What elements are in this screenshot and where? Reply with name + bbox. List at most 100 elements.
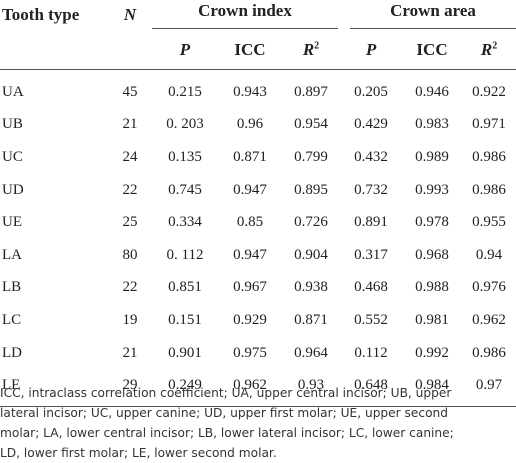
header-spacer: [108, 30, 152, 70]
tooth-type-cell: LA: [2, 246, 22, 263]
crown-area-icc-cell: 0.978: [415, 214, 449, 231]
crown-index-icc-cell: 0.871: [233, 148, 267, 165]
crown-area-p-cell: 0.648: [340, 369, 403, 407]
crown-area-icc-cell: 0.946: [415, 83, 449, 100]
crown-area-icc-cell: 0.992: [415, 344, 449, 361]
n-cell: 24: [122, 148, 138, 165]
table-row: UD 22 0.745 0.947 0.895 0.732 0.993 0.986: [0, 174, 516, 207]
tooth-type-cell: LC: [2, 311, 22, 328]
crown-index-icc-cell: 0.929: [233, 311, 267, 328]
crown-area-p-cell: 0.468: [354, 279, 388, 296]
n-cell: 80: [122, 246, 138, 263]
crown-area-label: Crown area: [350, 1, 516, 29]
table-row: LD 21 0.901 0.975 0.964 0.112 0.992 0.986: [0, 337, 516, 370]
header-row-metrics: P ICC R2 P ICC R2: [0, 30, 516, 70]
tooth-type-cell: LE: [0, 369, 108, 407]
crown-area-icc-cell: 0.981: [415, 311, 449, 328]
n-cell: 21: [122, 344, 138, 361]
n-header: N: [123, 5, 137, 24]
crown-area-icc-cell: 0.989: [415, 148, 449, 165]
crown-index-icc-header: ICC: [218, 30, 282, 70]
tooth-type-cell: UA: [2, 83, 24, 100]
crown-area-icc-cell: 0.983: [415, 116, 449, 133]
crown-area-p-cell: 0.205: [354, 83, 388, 100]
crown-index-header: Crown index: [152, 0, 340, 30]
crown-area-p-cell: 0.429: [354, 116, 388, 133]
crown-index-r2-cell: 0.726: [294, 214, 328, 231]
crown-index-p-cell: 0.249: [152, 369, 218, 407]
crown-area-p-cell: 0.891: [354, 214, 388, 231]
crown-index-r2-cell: 0.954: [294, 116, 328, 133]
crown-area-icc-cell: 0.993: [415, 181, 449, 198]
crown-area-r2-cell: 0.962: [472, 311, 506, 328]
header-row-groups: Tooth type N Crown index Crown area: [0, 0, 516, 30]
crown-index-p-cell: 0.215: [168, 83, 202, 100]
crown-index-r2-cell: 0.93: [282, 369, 341, 407]
crown-area-icc-cell: 0.988: [415, 279, 449, 296]
r2-superscript: 2: [492, 39, 498, 51]
crown-area-r2-cell: 0.97: [462, 369, 516, 407]
tooth-type-cell: UC: [2, 148, 23, 165]
footnote-line: lateral incisor; UC, upper canine; UD, u…: [0, 406, 449, 420]
crown-index-p-cell: 0.334: [168, 214, 202, 231]
table-row: LE 29 0.249 0.962 0.93 0.648 0.984 0.97: [0, 369, 516, 407]
tooth-type-header: Tooth type: [2, 5, 80, 24]
crown-index-icc-cell: 0.967: [233, 279, 267, 296]
footnote-line: LD, lower first molar; LE, lower second …: [0, 446, 277, 460]
n-cell: 21: [122, 116, 138, 133]
crown-index-icc-cell: 0.943: [233, 83, 267, 100]
n-cell: 22: [122, 181, 138, 198]
crown-area-p-cell: 0.317: [354, 246, 388, 263]
table-row: UC 24 0.135 0.871 0.799 0.432 0.989 0.986: [0, 141, 516, 174]
crown-index-r2-cell: 0.897: [294, 83, 328, 100]
crown-area-r2-cell: 0.94: [475, 246, 503, 263]
crown-index-r2-cell: 0.904: [294, 246, 328, 263]
tooth-type-cell: LB: [2, 279, 22, 296]
n-cell: 25: [122, 214, 138, 231]
table-row: LB 22 0.851 0.967 0.938 0.468 0.988 0.976: [0, 272, 516, 305]
crown-index-p-cell: 0. 203: [166, 116, 204, 133]
crown-index-p-cell: 0. 112: [166, 246, 204, 263]
crown-area-p-cell: 0.732: [354, 181, 388, 198]
tooth-type-cell: UB: [2, 116, 23, 133]
crown-area-r2-cell: 0.955: [472, 214, 506, 231]
crown-index-icc-cell: 0.975: [233, 344, 267, 361]
crown-index-icc-cell: 0.947: [233, 246, 267, 263]
crown-index-icc-cell: 0.85: [236, 214, 264, 231]
crown-index-p-header: P: [152, 30, 218, 70]
n-cell: 22: [122, 279, 138, 296]
crown-area-r2-cell: 0.986: [472, 181, 506, 198]
crown-area-r2-cell: 0.971: [472, 116, 506, 133]
crown-index-p-cell: 0.151: [168, 311, 202, 328]
r2-base: R: [480, 39, 493, 59]
n-cell: 29: [108, 369, 152, 407]
crown-area-p-cell: 0.552: [354, 311, 388, 328]
crown-area-r2-header: R2: [462, 30, 516, 70]
header-spacer: [0, 30, 108, 70]
table-row: UB 21 0. 203 0.96 0.954 0.429 0.983 0.971: [0, 109, 516, 142]
footnote-line: ICC, intraclass correlation coefficient;…: [0, 386, 452, 400]
crown-index-p-cell: 0.135: [168, 148, 202, 165]
crown-area-r2-cell: 0.976: [472, 279, 506, 296]
crown-area-icc-cell: 0.984: [402, 369, 463, 407]
crown-area-r2-cell: 0.986: [472, 148, 506, 165]
r2-superscript: 2: [314, 39, 320, 51]
crown-area-r2-cell: 0.986: [472, 344, 506, 361]
crown-area-p-cell: 0.432: [354, 148, 388, 165]
tooth-type-cell: LD: [2, 344, 22, 361]
crown-index-r2-cell: 0.799: [294, 148, 328, 165]
crown-area-header: Crown area: [340, 0, 516, 30]
n-cell: 19: [122, 311, 138, 328]
r2-base: R: [302, 39, 315, 59]
crown-index-r2-cell: 0.938: [294, 279, 328, 296]
table-row: UA 45 0.215 0.943 0.897 0.205 0.946 0.922: [0, 70, 516, 109]
table-footnote: ICC, intraclass correlation coefficient;…: [0, 383, 516, 463]
tooth-type-cell: UE: [2, 214, 22, 231]
crown-index-r2-header: R2: [282, 30, 341, 70]
crown-index-icc-cell: 0.96: [236, 116, 264, 133]
crown-area-p-cell: 0.112: [354, 344, 388, 361]
footnote-line: molar; LA, lower central incisor; LB, lo…: [0, 426, 454, 440]
crown-index-p-cell: 0.901: [168, 344, 202, 361]
crown-index-r2-cell: 0.871: [294, 311, 328, 328]
